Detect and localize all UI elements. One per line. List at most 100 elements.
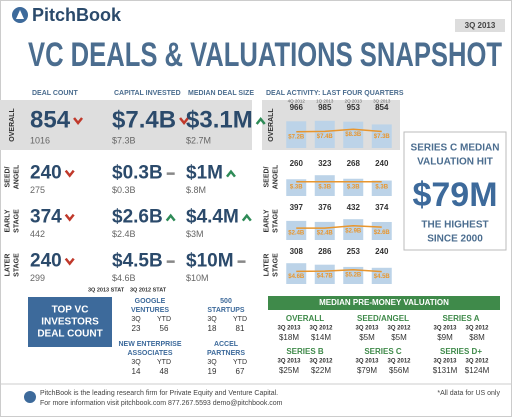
column-header: CAPITAL INVESTED xyxy=(114,90,181,97)
deal-count-label: 260 xyxy=(290,159,304,168)
stat-prior: 442 xyxy=(30,229,45,239)
firm-column: 3Q xyxy=(207,359,217,366)
deal-bar xyxy=(286,263,307,284)
capital-label: $.3B xyxy=(375,184,388,190)
footer-line: PitchBook is the leading research firm f… xyxy=(40,390,278,397)
stat-value: $10M xyxy=(186,251,234,272)
deal-bar xyxy=(371,180,392,196)
deal-count-label: 286 xyxy=(318,247,332,256)
deal-bar xyxy=(343,121,364,148)
period: 3Q 2013 xyxy=(465,21,496,30)
valuation-column: 3Q 2012 xyxy=(309,359,333,365)
valuation-column: 3Q 2013 xyxy=(433,359,457,365)
firm-count: 23 xyxy=(132,324,141,333)
stat-prior: $3M xyxy=(186,229,204,239)
stat-prior: $2.4B xyxy=(112,229,136,239)
stat-prior: $4.6B xyxy=(112,273,136,283)
quarter-label: 3Q 2013 xyxy=(373,99,391,104)
deal-bar xyxy=(286,179,307,196)
firm-column: YTD xyxy=(233,316,247,323)
deal-bar xyxy=(286,121,307,148)
deal-bar xyxy=(371,124,392,148)
callout-line: VALUATION HIT xyxy=(417,157,493,168)
activity-title: DEAL ACTIVITY: LAST FOUR QUARTERS xyxy=(266,90,404,97)
valuation-column: 3Q 2012 xyxy=(387,359,411,365)
valuation-value: $5M xyxy=(391,333,407,342)
deal-bar xyxy=(343,219,364,240)
capital-label: $2.6B xyxy=(374,230,391,236)
logo-icon-glyph xyxy=(16,10,24,19)
capital-label: $4.5B xyxy=(374,274,391,280)
firm-name: STARTUPS xyxy=(207,307,245,314)
stat-value: 240 xyxy=(30,163,62,184)
capital-label: $.3B xyxy=(318,184,331,190)
investors-title: DEAL COUNT xyxy=(37,329,102,340)
deal-count-label: 323 xyxy=(318,159,332,168)
deal-count-label: 374 xyxy=(375,203,389,212)
valuation-column: 3Q 2012 xyxy=(387,326,411,332)
firm-count: 19 xyxy=(208,367,217,376)
deal-count-label: 240 xyxy=(375,247,389,256)
valuation-header-bar xyxy=(268,296,500,310)
valuation-column: 3Q 2012 xyxy=(465,359,489,365)
firm-column: YTD xyxy=(157,359,171,366)
trend-down xyxy=(179,117,190,126)
stat-value: $4.5B xyxy=(112,251,163,272)
trend-up xyxy=(241,213,252,222)
trend-down xyxy=(64,257,75,266)
capital-label: $2.4B xyxy=(288,231,305,237)
valuation-label: SERIES C xyxy=(364,347,402,356)
callout-figure: $79M xyxy=(412,176,497,214)
firm-name: NEW ENTERPRISE xyxy=(118,341,181,348)
title: VC DEALS & VALUATIONS SNAPSHOT xyxy=(28,36,502,74)
trend-up xyxy=(165,213,176,222)
period-tag xyxy=(455,19,505,32)
stat-prior: $2.7M xyxy=(186,135,211,145)
valuation-column: 3Q 2012 xyxy=(465,326,489,332)
stat-footer: 3Q 2012 STAT xyxy=(130,287,167,293)
investors-title: TOP VC xyxy=(52,305,89,316)
chart-label: EARLY xyxy=(263,209,270,232)
capital-line xyxy=(296,268,382,273)
capital-line xyxy=(296,224,382,229)
valuation-column: 3Q 2013 xyxy=(355,326,379,332)
callout-box xyxy=(403,131,507,251)
firm-count: 67 xyxy=(236,367,245,376)
column-header: DEAL COUNT xyxy=(32,90,78,97)
stat-value: $2.6B xyxy=(112,207,163,228)
footer-note: *All data for US only xyxy=(437,390,500,397)
firm-name: 500 xyxy=(220,298,232,305)
footer-line: For more information visit pitchbook.com… xyxy=(40,400,283,407)
row-label: STAGE xyxy=(13,253,20,277)
valuation-title: MEDIAN PRE-MONEY VALUATION xyxy=(319,298,449,307)
deal-bar xyxy=(343,178,364,196)
callout-line: SERIES C MEDIAN xyxy=(411,143,500,154)
valuation-label: SEED/ANGEL xyxy=(357,314,409,323)
stat-value: 374 xyxy=(30,207,62,228)
valuation-column: 3Q 2012 xyxy=(309,326,333,332)
deal-bar xyxy=(314,120,335,148)
deal-bar xyxy=(314,264,335,284)
valuation-value: $8M xyxy=(469,333,485,342)
deal-count-label: 854 xyxy=(375,103,389,112)
overall-row-bg xyxy=(0,100,252,150)
deal-count-label: 966 xyxy=(290,103,304,112)
firm-name: VENTURES xyxy=(131,307,169,314)
valuation-value: $124M xyxy=(465,366,490,375)
stat-prior: 275 xyxy=(30,185,45,195)
deal-bar xyxy=(314,221,335,240)
firm-column: YTD xyxy=(233,359,247,366)
investors-box xyxy=(28,297,112,347)
deal-bar xyxy=(286,220,307,240)
valuation-value: $22M xyxy=(311,366,331,375)
deal-count-label: 240 xyxy=(375,159,389,168)
firm-column: 3Q xyxy=(131,359,141,366)
firm-name: PARTNERS xyxy=(207,350,245,357)
chart-label: SEED/ xyxy=(263,166,270,187)
chart-label: LATER xyxy=(263,254,270,277)
valuation-value: $131M xyxy=(433,366,458,375)
valuation-label: SERIES B xyxy=(286,347,324,356)
trend-down xyxy=(64,213,75,222)
stat-value: $4.4M xyxy=(186,207,239,228)
logo: PitchBook xyxy=(32,5,122,25)
